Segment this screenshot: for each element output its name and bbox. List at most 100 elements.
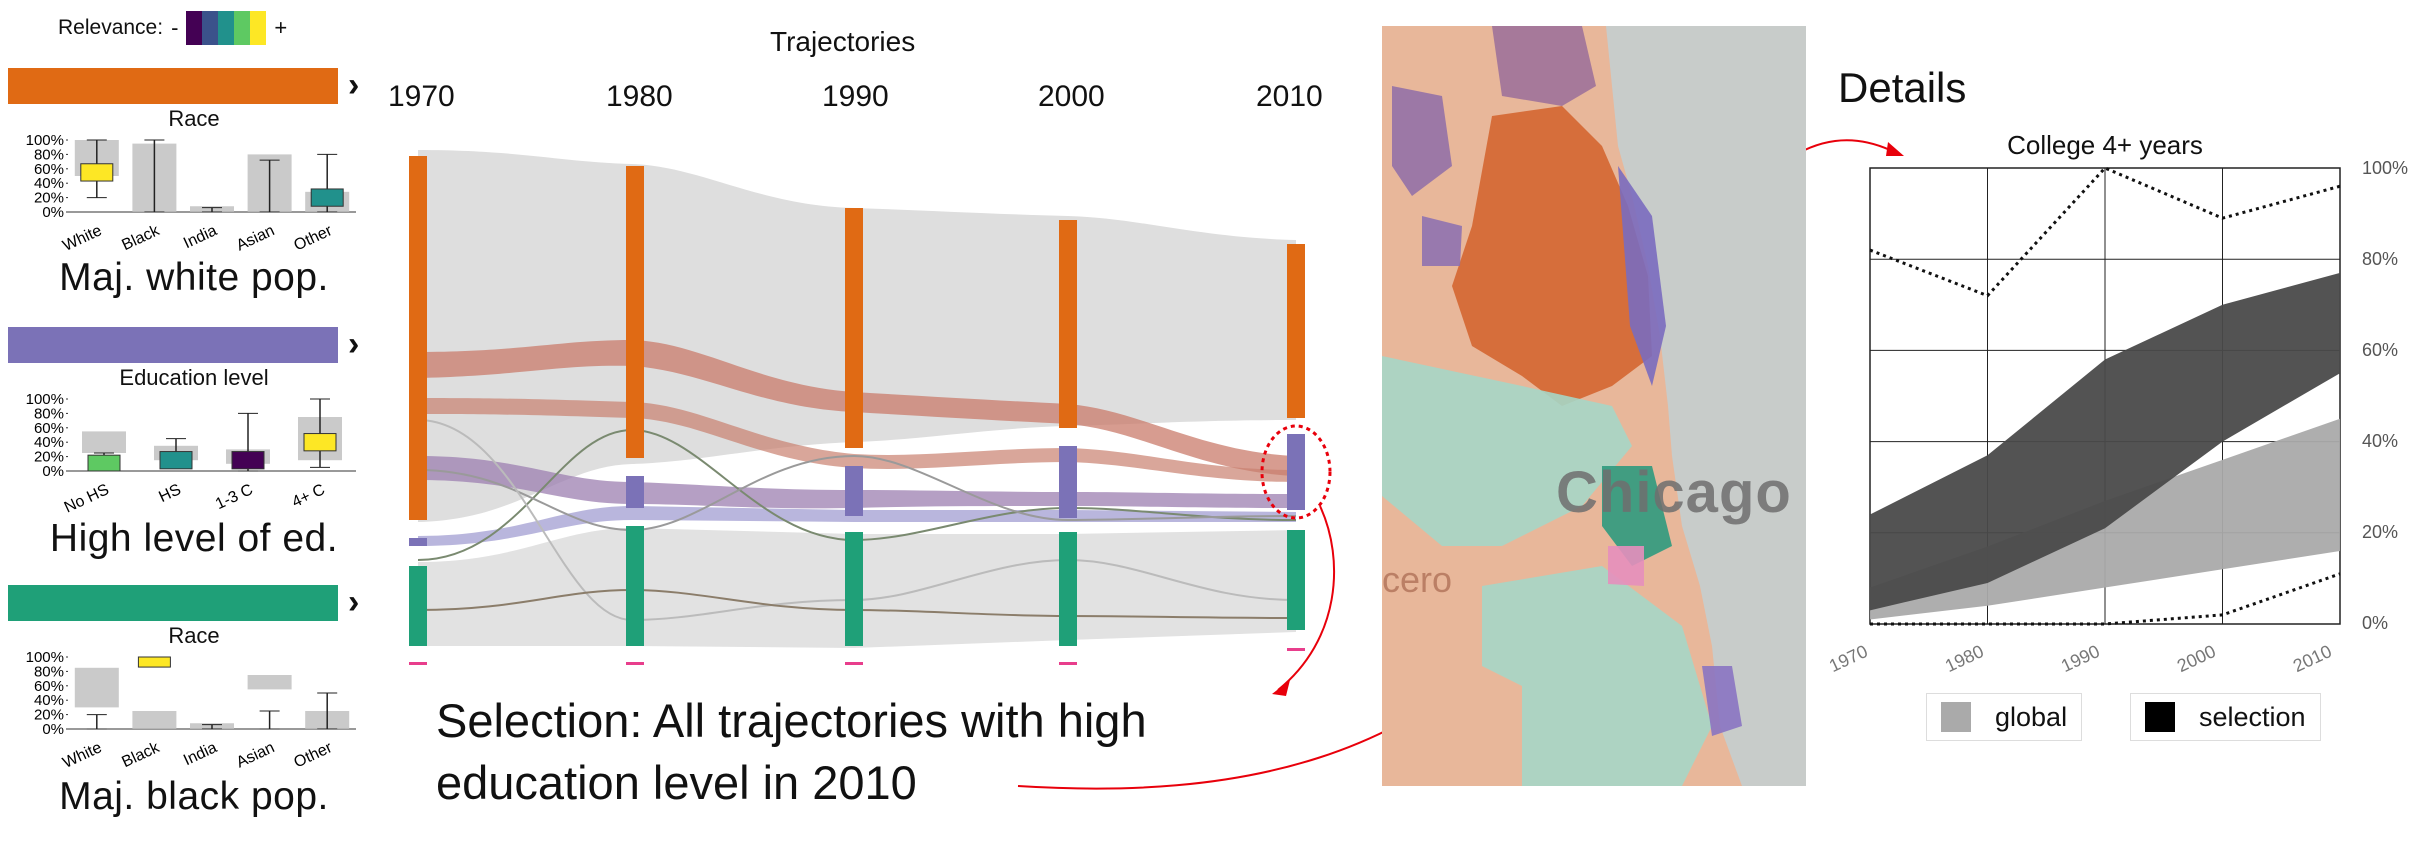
cluster-box [137,656,171,668]
node-orange-1970[interactable] [409,156,427,520]
region-teal [1382,356,1632,546]
cluster-chart-title: Race [168,623,220,648]
y-tick-label: 20% [34,449,64,466]
annotation-arrow [1277,505,1335,691]
cluster-color-bar[interactable] [8,68,338,104]
y-tick-label: 100% [2362,158,2409,178]
relevance-swatch [218,11,235,45]
year-label: 1990 [822,80,889,113]
global-box [82,431,126,453]
detail-chart-title: College 4+ years [2007,130,2203,160]
node-pink-2000[interactable] [1059,662,1077,665]
node-orange-1980[interactable] [626,166,644,458]
legend-swatch [2145,702,2175,732]
relevance-label: Relevance: [58,16,164,39]
cluster-box [87,454,121,472]
map-view[interactable]: Chicago cero [1382,26,1806,786]
node-pink-1990[interactable] [845,662,863,665]
y-tick-label: 60% [34,678,64,695]
chevron-right-icon[interactable]: › [348,66,360,104]
cluster-box [310,188,344,207]
y-tick-label: 60% [2362,340,2399,360]
region-teal-dark [1602,466,1672,566]
y-tick-label: 20% [34,707,64,724]
relevance-swatch [250,11,267,45]
year-label: 2010 [1256,80,1323,113]
region-orange [1452,106,1652,406]
relevance-swatch [186,11,203,45]
cluster-box [80,163,114,182]
y-tick-label: 80% [34,405,64,422]
y-tick-label: 60% [34,420,64,437]
node-purple-1990[interactable] [845,466,863,516]
node-green-1980[interactable] [626,526,644,646]
cluster-name: Maj. black pop. [59,775,329,818]
node-green-1970[interactable] [409,566,427,646]
map-city-label: Chicago [1556,460,1792,525]
region-pink [1608,546,1644,586]
y-tick-label: 40% [34,434,64,451]
region-purple [1422,216,1462,266]
cluster-box [159,451,193,470]
flow-line [417,419,1297,622]
node-orange-2000[interactable] [1059,220,1077,428]
node-orange-2010[interactable] [1287,244,1305,418]
global-box [74,667,119,708]
year-label: 2000 [1038,80,1105,113]
node-pink-2010[interactable] [1287,648,1305,651]
y-tick-label: 80% [2362,249,2399,269]
region-purple [1618,166,1666,386]
y-tick-label: 40% [34,175,64,192]
cluster-name: Maj. white pop. [59,256,329,299]
selection-ellipse[interactable] [1260,424,1332,520]
selection-annotation: Selection: All trajectories with high ed… [436,694,1147,809]
relevance-swatch [202,11,219,45]
boxplot-chart: 100%80%60%40%20%0%No HS HS 1-3 C 4+ C [26,391,356,517]
y-tick-label: 80% [34,663,64,680]
legend-global[interactable]: global [1926,693,2083,741]
y-tick-label: 100% [26,649,64,666]
boxplot-chart: 100%80%60%40%20%0%White Black India Asian Ot… [26,132,356,255]
cluster-name: High level of ed. [49,517,339,560]
y-tick-label: 0% [42,721,64,738]
y-tick-label: 0% [42,204,64,221]
region-purple [1392,86,1452,196]
node-purple-2010[interactable] [1287,434,1305,510]
cluster-color-bar[interactable] [8,585,338,621]
detail-chart [1869,166,2341,626]
year-label: 1970 [388,80,455,113]
y-tick-label: 60% [34,161,64,178]
y-tick-label: 0% [2362,613,2389,633]
legend-swatch [1941,702,1971,732]
relevance-minus: - [171,15,179,40]
y-tick-label: 100% [26,391,64,408]
node-purple-1970[interactable] [409,538,427,546]
y-tick-label: 20% [34,190,64,207]
node-green-1990[interactable] [845,532,863,646]
node-purple-1980[interactable] [626,476,644,508]
legend-selection[interactable]: selection [2130,693,2321,741]
node-pink-1970[interactable] [409,662,427,665]
legend-label: global [1995,701,2068,732]
global-box [132,711,177,729]
node-green-2000[interactable] [1059,532,1077,646]
y-tick-label: 40% [34,692,64,709]
cluster-color-bar[interactable] [8,327,338,363]
arrowhead [1886,142,1904,156]
trajectory-flow-diagram[interactable] [0,0,2419,828]
region-purple [1492,26,1596,106]
year-label: 1980 [606,80,673,113]
chevron-right-icon[interactable]: › [348,325,360,363]
chevron-right-icon[interactable]: › [348,583,360,621]
relevance-colorscale [186,11,267,45]
legend-label: selection [2199,701,2306,732]
map-canvas[interactable] [1382,26,1806,786]
y-tick-label: 0% [42,463,64,480]
node-orange-1990[interactable] [845,208,863,448]
y-tick-label: 100% [26,132,64,149]
node-green-2010[interactable] [1287,530,1305,630]
node-purple-2000[interactable] [1059,446,1077,518]
flow-line [417,428,1297,561]
map-place-label: cero [1382,559,1453,600]
node-pink-1980[interactable] [626,662,644,665]
